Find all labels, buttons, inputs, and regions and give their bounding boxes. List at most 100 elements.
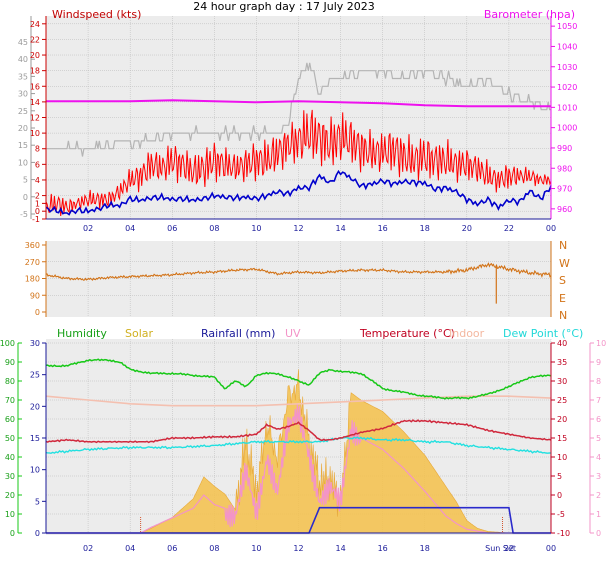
windspeed-avg-line [45,169,552,216]
barometer-line [46,99,551,108]
windspeed-axis-label: 2 [35,192,40,201]
direction-panel-grid [46,241,552,317]
outer-axis-label: 10 [18,158,28,167]
outer-axis-label: 45 [18,38,28,47]
temp-time-label: 14 [335,544,345,553]
temp-time-label: 16 [378,544,388,553]
windspeed-axis-label: 6 [35,160,40,169]
page-title: 24 hour graph day : 17 July 2023 [193,0,375,13]
uv-axis-label: 1 [596,510,601,519]
humidity-line [45,358,552,400]
temp-time-label: 22 [504,544,514,553]
rainfall-axis-label: 10 [30,466,40,475]
solar-legend: Solar [125,327,154,340]
wind-time-label: 16 [378,224,388,233]
temp-time-label: 10 [251,544,261,553]
rainfall-axis-label: 20 [30,402,40,411]
rainfall-axis-label: 0 [35,529,40,538]
windspeed-axis-label: 8 [35,145,40,154]
wind-outer-axis: -5 0 5 10 15 20 25 30 35 40 45 [18,16,35,219]
humidity-axis-label: 60 [5,415,15,424]
temperature-axis-label: -10 [557,529,570,538]
windspeed-axis-label: 16 [30,82,40,91]
sunset-label: Sun Set [485,544,516,553]
outer-axis-label: 5 [23,176,28,185]
barometer-axis-label: 990 [557,144,572,153]
rainfall-axis-label: 30 [30,339,40,348]
temperature-axis-label: 20 [557,415,567,424]
temp-time-label: 06 [167,544,177,553]
humidity-axis-label: 100 [0,339,15,348]
direction-degrees-axis: 360 270 180 90 0 [25,241,47,317]
wind-time-label: 20 [462,224,472,233]
outer-axis-label: 30 [18,90,28,99]
temp-time-label: 04 [125,544,135,553]
wind-time-label: 04 [125,224,135,233]
wind-time-label: 08 [209,224,219,233]
temperature-axis-label: 40 [557,339,567,348]
windspeed-axis-label: -1 [32,215,40,224]
compass-label: W [559,257,570,270]
barometer-axis-label: 1010 [557,103,577,112]
uv-axis-label: 0 [596,529,601,538]
direction-axis-label: 0 [35,308,40,317]
humidity-legend: Humidity [57,327,107,340]
compass-label: N [559,309,567,322]
dewpoint-legend: Dew Point (°C) [503,327,583,340]
wind-time-label: 00 [546,224,556,233]
barometer-axis-label: 970 [557,185,572,194]
barometer-legend: Barometer (hpa) [484,8,575,21]
uv-axis-label: 3 [596,472,601,481]
wind-time-label: 22 [504,224,514,233]
windspeed-axis-label: 24 [30,20,40,29]
compass-label: S [559,274,566,287]
wind-time-label: 06 [167,224,177,233]
uv-axis-label: 7 [596,396,601,405]
direction-axis-label: 180 [25,275,40,284]
uv-axis-label: 9 [596,358,601,367]
uv-axis-label: 5 [596,434,601,443]
uv-legend: UV [285,327,301,340]
rainfall-axis: 30 25 20 15 10 5 0 [30,339,47,538]
temp-panel-legend: Humidity Solar Rainfall (mm) UV Temperat… [57,327,583,340]
uv-axis-label: 10 [596,339,606,348]
barometer-axis-label: 980 [557,164,572,173]
humidity-axis-label: 90 [5,358,15,367]
uv-axis-label: 4 [596,453,601,462]
rainfall-legend: Rainfall (mm) [201,327,275,340]
humidity-axis-label: 40 [5,453,15,462]
direction-axis-label: 360 [25,241,40,250]
humidity-axis-label: 80 [5,377,15,386]
barometer-axis-label: 1020 [557,83,577,92]
temp-time-label: 00 [546,544,556,553]
windspeed-axis-label: 0 [35,207,40,216]
direction-series [45,262,552,304]
temp-time-label: 08 [209,544,219,553]
humidity-axis-label: 20 [5,491,15,500]
windspeed-axis-label: 4 [35,176,40,185]
uv-axis-label: 2 [596,491,601,500]
temp-time-label: 12 [293,544,303,553]
wind-time-label: 14 [335,224,345,233]
barometer-axis-label: 960 [557,205,572,214]
temperature-axis-label: 15 [557,434,567,443]
rainfall-axis-label: 25 [30,371,40,380]
indoor-line [45,395,552,407]
temp-time-axis: 02 04 06 08 10 12 14 16 18 Sun Set 00 22 [46,532,556,553]
temperature-axis-label: 25 [557,396,567,405]
wind-panel-series [45,62,552,217]
windspeed-legend: Windspeed (kts) [52,8,141,21]
outer-axis-label: 40 [18,55,28,64]
direction-axis-label: 90 [30,291,40,300]
altbaro-line [46,62,551,157]
outer-axis-label: 20 [18,124,28,133]
outer-axis-label: 35 [18,72,28,81]
temperature-axis-label: 5 [557,472,562,481]
rainfall-axis-label: 15 [30,434,40,443]
windspeed-axis-label: 10 [30,129,40,138]
wind-time-label: 18 [420,224,430,233]
